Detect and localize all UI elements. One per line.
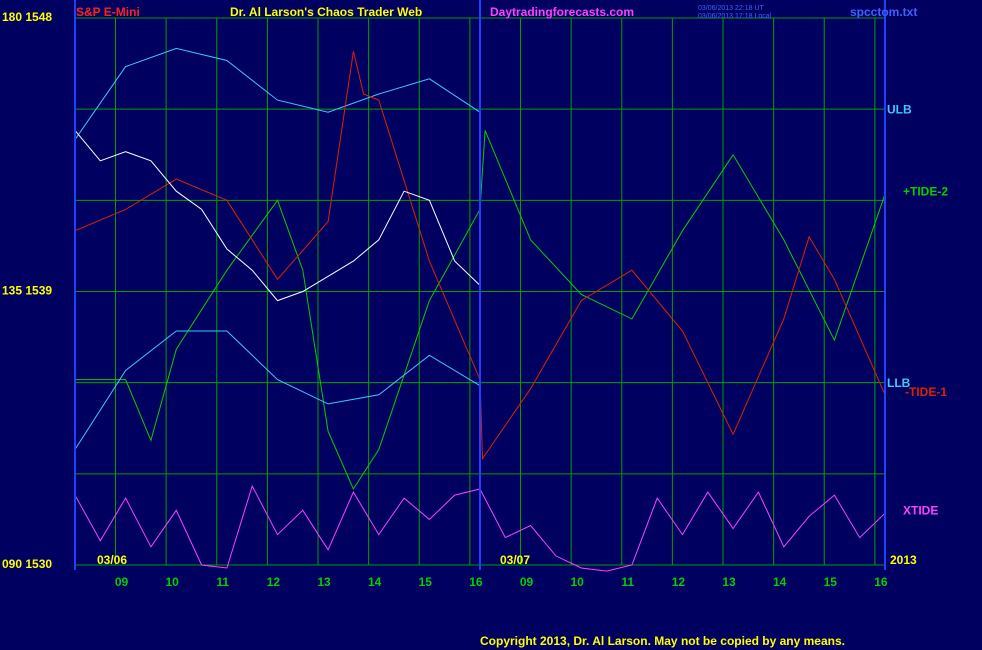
symbol: S&P E-Mini [76, 5, 140, 19]
x-tick-label: 11 [216, 575, 229, 589]
y-tick-label: 090 1530 [2, 557, 52, 571]
date-label: 03/07 [500, 553, 530, 567]
timestamp: 03/06/2013 22:18 UT [698, 5, 764, 12]
x-tick-label: 13 [317, 575, 331, 589]
x-tick-label: 16 [469, 575, 483, 589]
x-tick-label: 14 [773, 575, 787, 589]
y-tick-label: 135 1539 [2, 284, 52, 298]
site: Daytradingforecasts.com [490, 5, 634, 19]
x-tick-label: 15 [419, 575, 433, 589]
legend-label: +TIDE-2 [903, 184, 948, 198]
x-tick-label: 15 [824, 575, 838, 589]
x-tick-label: 10 [570, 575, 584, 589]
grid [75, 17, 885, 566]
series-line [74, 130, 481, 302]
x-tick-label: 10 [165, 575, 179, 589]
legend-label: ULB [887, 102, 912, 116]
title: Dr. Al Larson's Chaos Trader Web [230, 5, 422, 19]
x-tick-label: 16 [874, 575, 888, 589]
timestamp: 03/06/2013 17:18 Local [698, 13, 772, 20]
x-tick-label: 09 [115, 575, 129, 589]
y-tick-label: 180 1548 [2, 10, 52, 24]
file-name: spcctom.txt [850, 5, 917, 19]
series-line [74, 330, 481, 450]
legend-label: XTIDE [903, 504, 938, 518]
legend-label: -TIDE-1 [905, 385, 947, 399]
legend-label: LLB [887, 376, 911, 390]
x-tick-label: 11 [621, 575, 634, 589]
x-tick-label: 14 [368, 575, 382, 589]
date-label: 03/06 [97, 553, 127, 567]
x-tick-label: 13 [722, 575, 736, 589]
x-tick-label: 12 [672, 575, 686, 589]
x-tick-label: 09 [520, 575, 534, 589]
copyright: Copyright 2013, Dr. Al Larson. May not b… [480, 634, 845, 648]
year-label: 2013 [890, 553, 917, 567]
x-tick-label: 12 [267, 575, 281, 589]
series-line [74, 47, 481, 140]
series-line [75, 130, 886, 491]
